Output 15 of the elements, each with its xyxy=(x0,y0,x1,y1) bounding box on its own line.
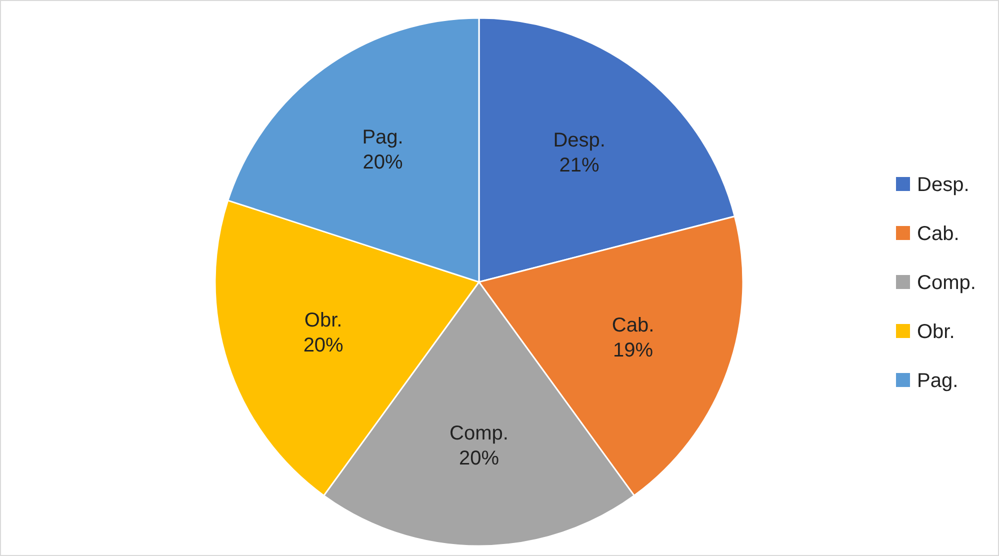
slice-label: Obr. xyxy=(304,310,342,332)
data-label: 20% xyxy=(303,334,344,357)
slice-label: Comp. xyxy=(450,422,508,445)
data-label: 19% xyxy=(612,339,654,362)
slice-label: Desp. xyxy=(553,130,606,152)
slice-label: Pag. xyxy=(362,126,404,149)
legend-label: Comp. xyxy=(917,272,976,294)
data-label: 21% xyxy=(559,154,600,177)
legend-label: Obr. xyxy=(917,321,955,343)
slice-label: Cab. xyxy=(612,314,654,336)
legend-label: Pag. xyxy=(917,370,958,392)
data-label: 20% xyxy=(362,152,404,174)
legend-label: Cab. xyxy=(917,223,960,245)
data-label: 20% xyxy=(458,448,500,470)
legend-label: Desp. xyxy=(917,174,970,196)
